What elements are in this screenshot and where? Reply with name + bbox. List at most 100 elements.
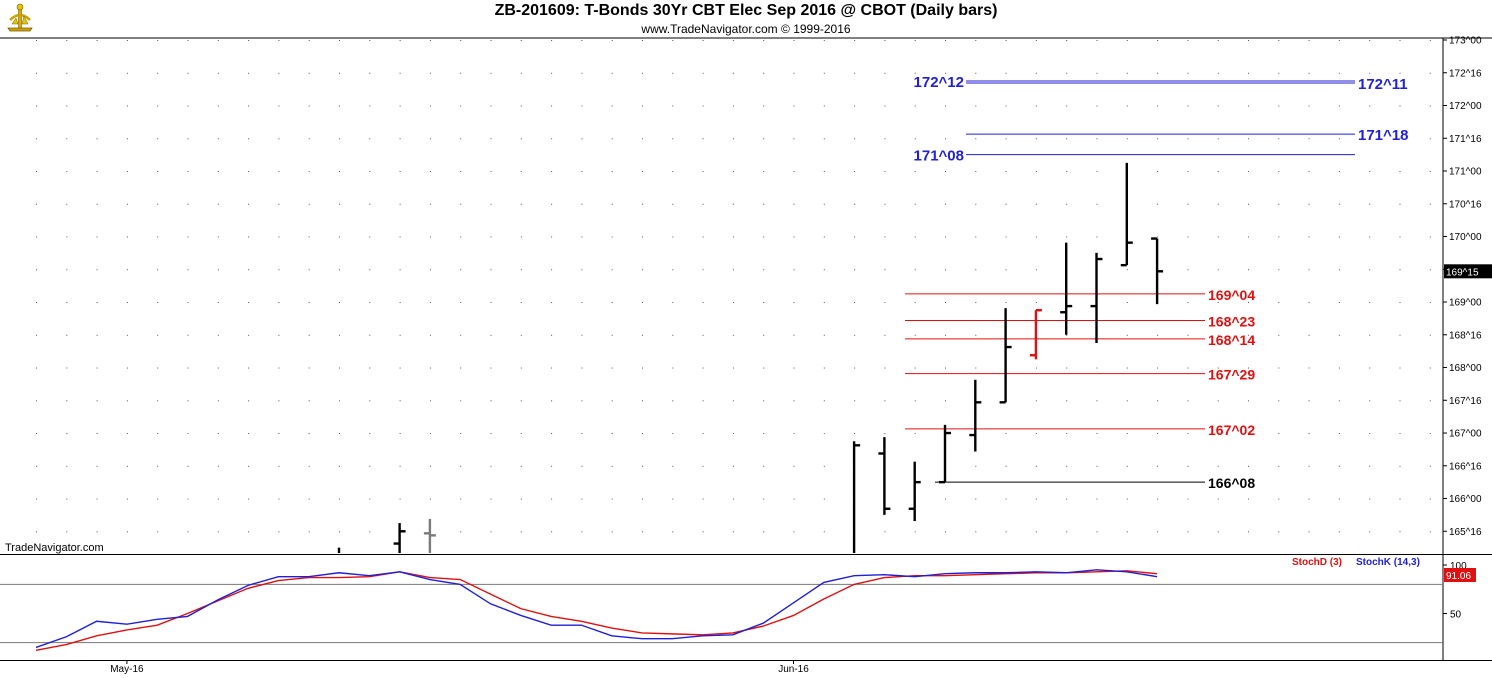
trade-navigator-logo-icon: [7, 3, 33, 32]
grid-dot: [36, 334, 37, 336]
grid-dot: [126, 138, 128, 140]
grid-dot: [248, 498, 250, 500]
grid-dot: [308, 40, 310, 41]
grid-dot: [1157, 433, 1159, 435]
grid-dot: [702, 171, 704, 173]
grid-dot: [278, 531, 280, 533]
grid-dot: [460, 203, 462, 205]
grid-dot: [1248, 236, 1249, 238]
grid-dot: [520, 433, 522, 435]
grid-dot: [1187, 269, 1189, 271]
grid-dot: [460, 498, 462, 500]
grid-dot: [1217, 105, 1219, 107]
stoch-axis: 100 50: [1443, 561, 1467, 621]
grid-dot: [520, 334, 522, 336]
grid-dot: [642, 138, 643, 140]
grid-dot: [732, 302, 734, 304]
grid-dot: [1338, 400, 1340, 402]
grid-dot: [854, 433, 856, 435]
grid-dot: [884, 203, 886, 205]
grid-dot: [884, 72, 886, 74]
grid-dot: [1248, 40, 1249, 41]
grid-dot: [1429, 105, 1431, 107]
grid-dot: [308, 236, 310, 238]
grid-dot: [1066, 203, 1068, 205]
grid-dot: [581, 302, 583, 304]
grid-dot: [1217, 400, 1219, 402]
grid-dot: [884, 236, 886, 238]
grid-dot: [551, 40, 553, 41]
time-axis: May-16 Jun-16: [110, 660, 809, 675]
grid-dot: [126, 269, 128, 271]
chart-title: ZB-201609: T-Bonds 30Yr CBT Elec Sep 201…: [494, 2, 998, 19]
price-axis: 173^00 172^16 172^00 171^16 171^00 170^16 170^…: [1443, 36, 1482, 538]
grid-dot: [884, 40, 886, 41]
grid-dot: [732, 334, 734, 336]
grid-dot: [278, 334, 280, 336]
grid-dot: [399, 171, 401, 173]
grid-dot: [520, 203, 522, 205]
grid-dot: [1278, 367, 1280, 369]
grid-dot: [611, 269, 613, 271]
grid-dot: [763, 302, 765, 304]
grid-dot: [96, 531, 98, 533]
grid-dot: [308, 367, 310, 369]
grid-dot: [36, 367, 37, 369]
grid-dot: [551, 531, 553, 533]
grid-dot: [611, 531, 613, 533]
grid-dot: [278, 105, 280, 107]
grid-dot: [217, 498, 219, 500]
grid-dot: [732, 498, 734, 500]
grid-dot: [460, 236, 462, 238]
grid-dot: [187, 203, 189, 205]
grid-dot: [369, 72, 371, 74]
grid-dot: [369, 269, 371, 271]
grid-dot: [551, 433, 553, 435]
grid-dot: [96, 171, 98, 173]
grid-dot: [1399, 72, 1401, 74]
grid-dot: [1308, 465, 1310, 467]
grid-dot: [1429, 171, 1431, 173]
grid-dot: [732, 465, 734, 467]
grid-dot: [1369, 203, 1371, 205]
grid-dot: [1005, 171, 1007, 173]
grid-dot: [96, 334, 98, 336]
grid-dot: [66, 367, 68, 369]
grid-dot: [611, 72, 613, 74]
grid-dot: [369, 105, 371, 107]
grid-dot: [1187, 105, 1189, 107]
grid-dot: [36, 171, 37, 173]
grid-dot: [975, 138, 977, 140]
grid-dot: [520, 72, 522, 74]
grid-dot: [248, 433, 250, 435]
grid-dot: [1157, 138, 1159, 140]
grid-dot: [1278, 236, 1280, 238]
grid-dot: [399, 269, 401, 271]
grid-dot: [672, 105, 674, 107]
grid-dot: [611, 105, 613, 107]
grid-dot: [187, 302, 189, 304]
grid-dot: [611, 367, 613, 369]
grid-dot: [1278, 531, 1280, 533]
stoch-reference-lines: [0, 583, 1443, 644]
grid-dot: [581, 138, 583, 140]
grid-dot: [1308, 269, 1310, 271]
grid-dot: [217, 367, 219, 369]
grid-dot: [490, 236, 492, 238]
grid-dot: [36, 531, 37, 533]
grid-dot: [1187, 171, 1189, 173]
grid-dot: [369, 531, 371, 533]
annotation-labels: 172^12 172^11 171^18 171^08 169^04 168^23 168^…: [914, 74, 1409, 491]
grid-dot: [429, 236, 431, 238]
grid-dot: [187, 498, 189, 500]
grid-dot: [1429, 334, 1431, 336]
grid-dot: [278, 465, 280, 467]
grid-dot: [914, 400, 916, 402]
grid-dot: [975, 105, 977, 107]
grid-dot: [1248, 269, 1249, 271]
grid-dot: [914, 236, 916, 238]
grid-dot: [1217, 302, 1219, 304]
grid-dot: [1429, 203, 1431, 205]
price-tick-label: 166^00: [1449, 494, 1482, 505]
